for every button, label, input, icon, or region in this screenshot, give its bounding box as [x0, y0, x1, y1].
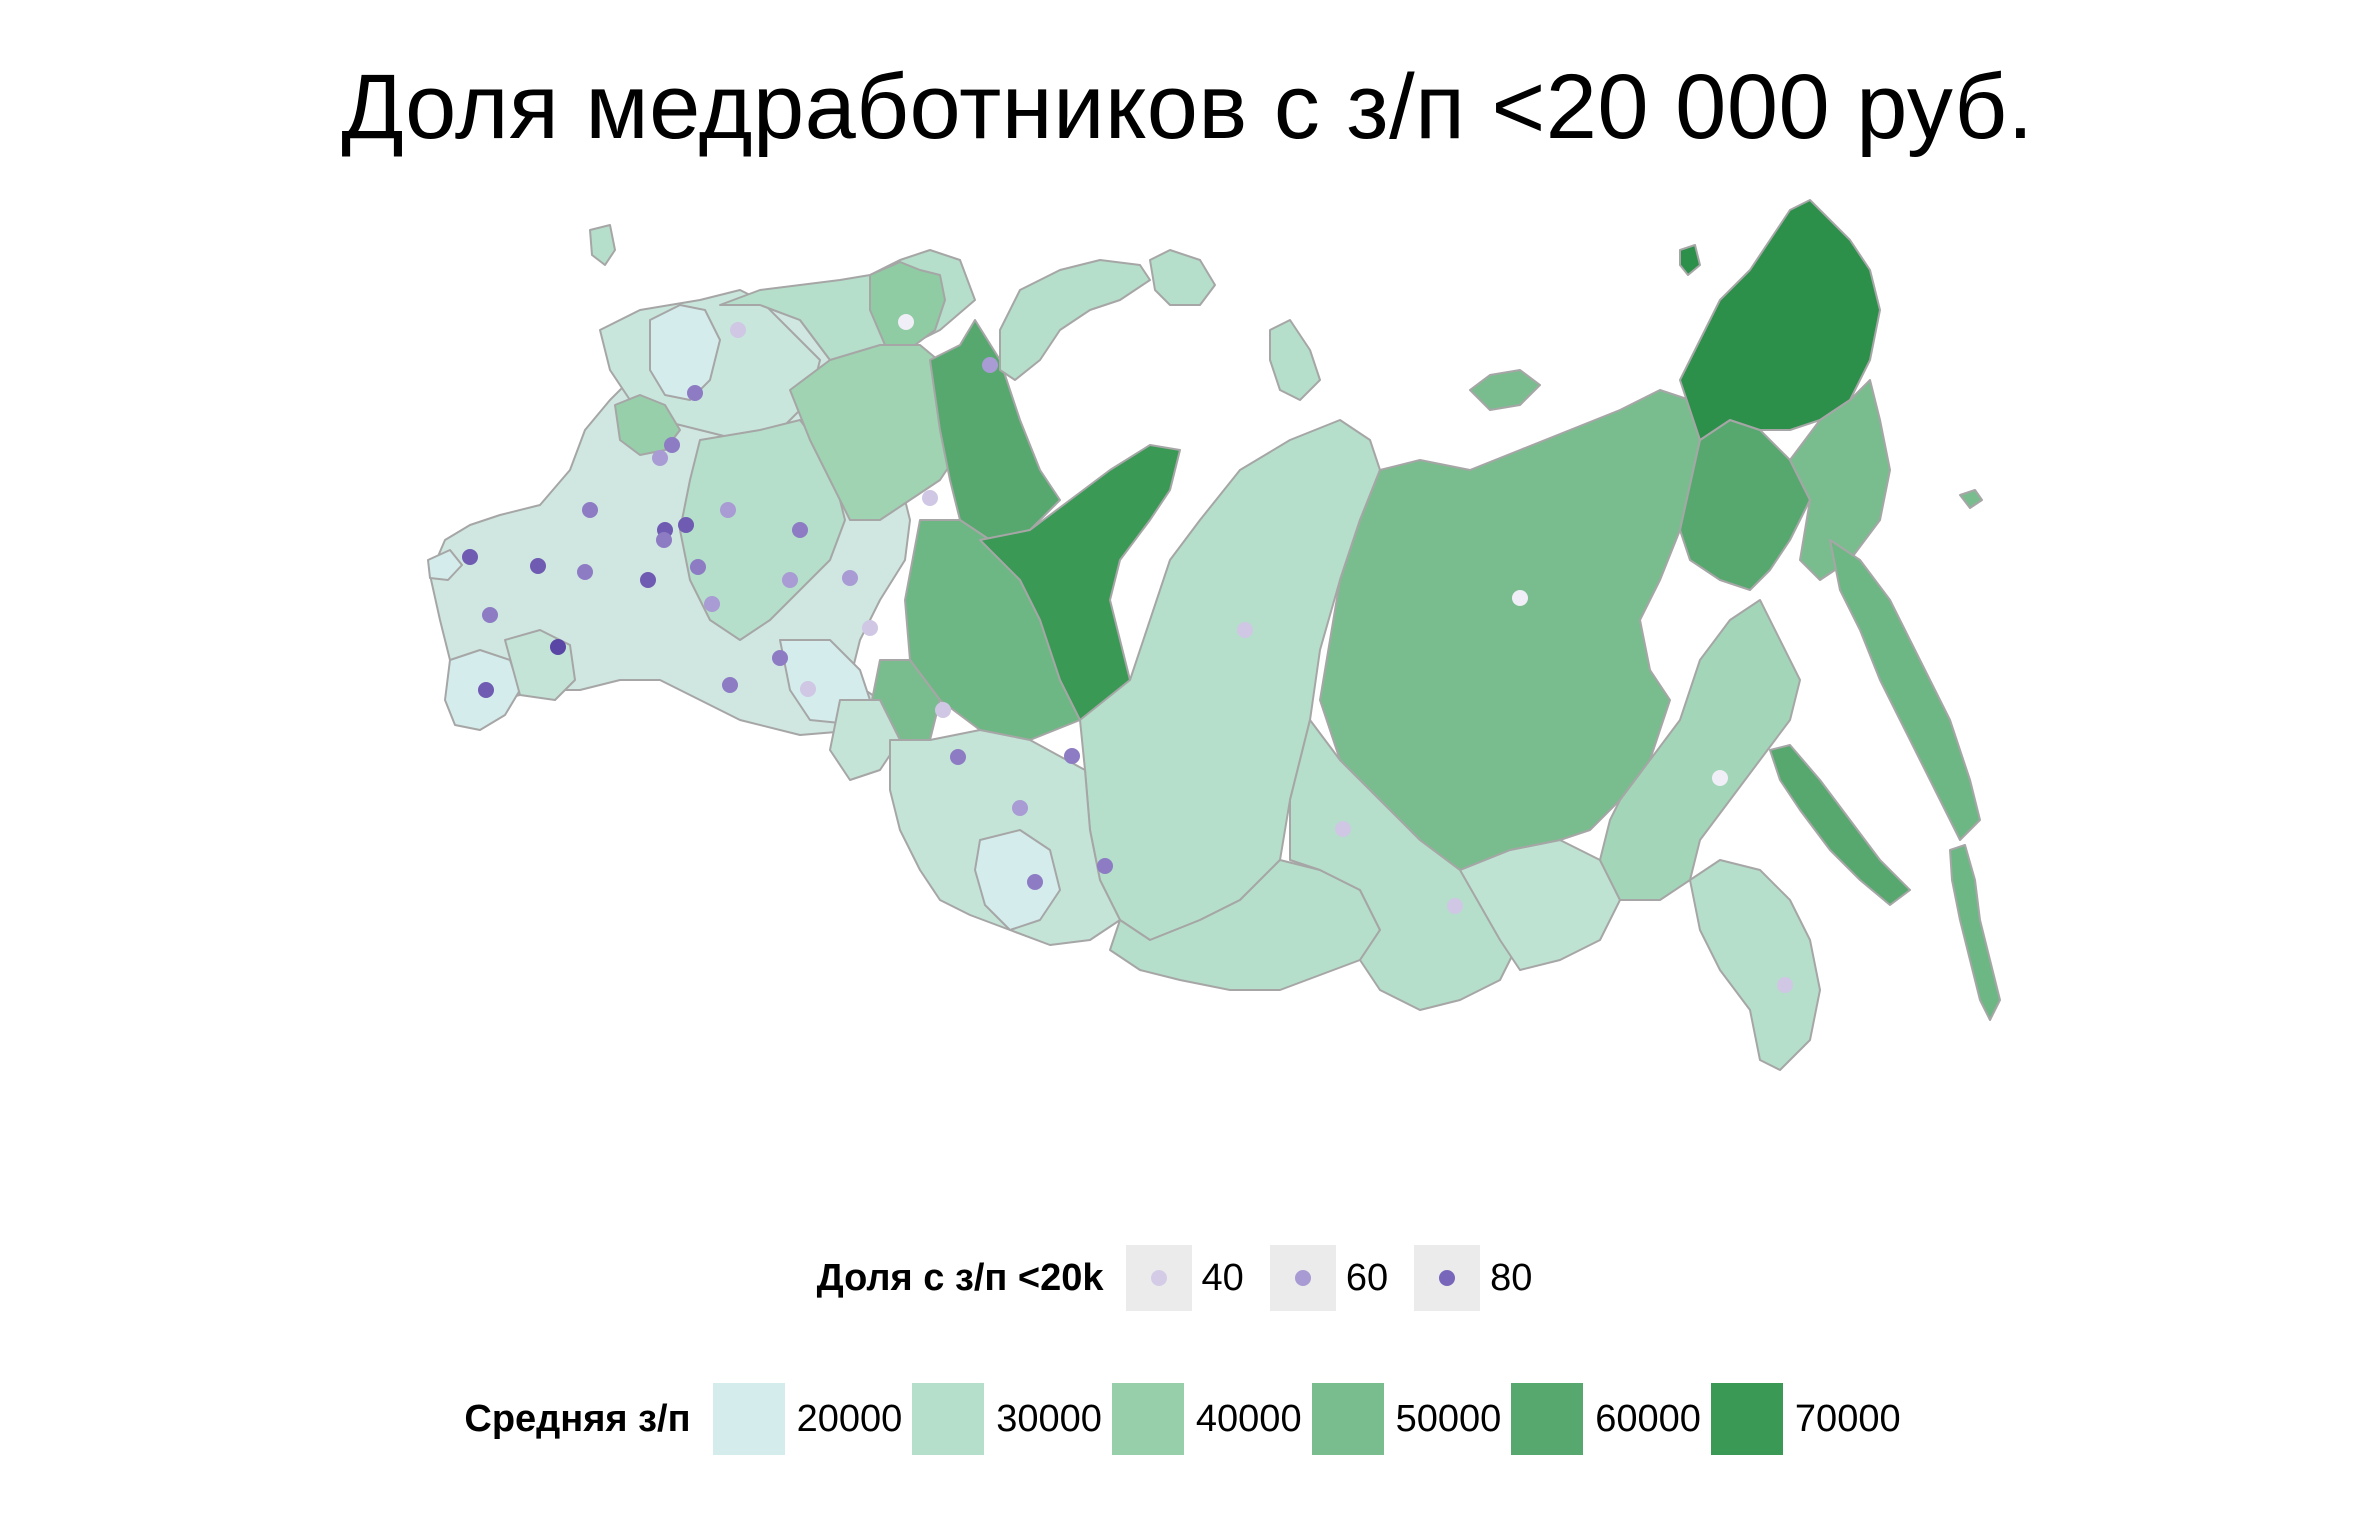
region-kuril-islands — [1949, 844, 2001, 1021]
share-dot-36 — [1097, 858, 1113, 874]
region-wrangel — [1679, 244, 1701, 276]
share-dot-6 — [652, 450, 668, 466]
legend-share-label-60: 60 — [1345, 1256, 1389, 1299]
share-dot-26 — [722, 677, 738, 693]
region-karelia — [649, 304, 721, 401]
share-dot-18 — [640, 572, 656, 588]
share-dot-22 — [482, 607, 498, 623]
legend-salary-swatch-30000 — [912, 1383, 985, 1455]
share-dot-37 — [1335, 821, 1351, 837]
region-new-siberian-islands — [1469, 369, 1541, 411]
share-dot-15 — [656, 532, 672, 548]
legend-share-key-40 — [1125, 1245, 1192, 1311]
share-dot-12 — [462, 549, 478, 565]
share-dot-28 — [478, 682, 494, 698]
legend-salary: Средняя з/п 20000 30000 40000 50000 6000… — [0, 1383, 2375, 1455]
region-amur-khabarovsk — [1599, 599, 1801, 901]
region-kaliningrad — [427, 549, 463, 581]
region-koryak — [1789, 379, 1891, 581]
share-dot-24 — [550, 639, 566, 655]
legend-salary-label-70000: 70000 — [1794, 1397, 1901, 1440]
share-dot-20 — [782, 572, 798, 588]
legend-salary-label-50000: 50000 — [1395, 1397, 1502, 1440]
share-dot-23 — [862, 620, 878, 636]
share-dot-9 — [720, 502, 736, 518]
share-dot-16 — [678, 517, 694, 533]
share-dot-30 — [1512, 590, 1528, 606]
share-dot-25 — [772, 650, 788, 666]
share-dot-39 — [1712, 770, 1728, 786]
legend-salary-label-40000: 40000 — [1195, 1397, 1302, 1440]
region-kamchatka — [1829, 539, 1981, 841]
share-dot-7 — [922, 490, 938, 506]
share-dot-4 — [687, 385, 703, 401]
region-magadan — [1679, 419, 1811, 591]
share-dot-5 — [664, 437, 680, 453]
share-dots-layer — [462, 314, 1793, 993]
legend-share-key-80 — [1414, 1245, 1481, 1311]
share-dot-17 — [690, 559, 706, 575]
legend-salary-swatch-50000 — [1311, 1383, 1384, 1455]
share-dot-40 — [1777, 977, 1793, 993]
region-nenets — [869, 261, 946, 346]
legend-share-label-80: 80 — [1490, 1256, 1533, 1299]
legend-salary-label-20000: 20000 — [796, 1397, 903, 1440]
share-dot-29 — [1237, 622, 1253, 638]
share-dot-2 — [730, 322, 746, 338]
legend-salary-swatch-70000 — [1710, 1383, 1783, 1455]
share-dot-35 — [1027, 874, 1043, 890]
legend-salary-label-60000: 60000 — [1595, 1397, 1701, 1440]
share-dot-38 — [1447, 898, 1463, 914]
legend-share-key-60 — [1269, 1245, 1336, 1311]
share-dot-21 — [842, 570, 858, 586]
region-altai — [974, 829, 1061, 931]
legend-salary-title: Средняя з/п — [464, 1397, 691, 1440]
share-dot-3 — [982, 357, 998, 373]
legend-share-title: Доля с з/п <20k — [816, 1256, 1104, 1299]
share-dot-13 — [530, 558, 546, 574]
legend-share-dot-60 — [1294, 1270, 1311, 1286]
share-dot-19 — [704, 596, 720, 612]
share-dot-31 — [935, 702, 951, 718]
legend-share-dot-40 — [1150, 1270, 1167, 1286]
legend-share-label-40: 40 — [1201, 1256, 1244, 1299]
legend-salary-label-30000: 30000 — [996, 1397, 1102, 1440]
share-dot-14 — [577, 564, 593, 580]
region-novaya-zemlya — [999, 259, 1151, 381]
legend-salary-swatch-20000 — [712, 1383, 785, 1455]
region-franz-josef — [1149, 249, 1216, 306]
share-dot-8 — [792, 522, 808, 538]
region-chukotka — [1679, 199, 1881, 441]
region-yamal — [929, 319, 1061, 541]
share-dot-27 — [800, 681, 816, 697]
share-dot-34 — [1012, 800, 1028, 816]
region-commander — [1959, 489, 1983, 509]
share-dot-1 — [898, 314, 914, 330]
region-krasnoyarsk-north — [979, 444, 1181, 721]
regions-layer — [427, 199, 2001, 1071]
region-yakutia — [1319, 389, 1701, 871]
region-primorye — [1689, 859, 1821, 1071]
map-title: Доля медработников с з/п <20 000 руб. — [341, 56, 2034, 158]
share-dot-33 — [1064, 748, 1080, 764]
region-severnaya-zemlya — [1269, 319, 1321, 401]
region-ural-south — [829, 699, 901, 781]
legend-salary-swatch-40000 — [1111, 1383, 1184, 1455]
legend-share: Доля с з/п <20k 40 60 80 — [0, 1245, 2375, 1311]
share-dot-11 — [582, 502, 598, 518]
region-sakhalin — [1769, 744, 1911, 906]
share-dot-32 — [950, 749, 966, 765]
legend-salary-swatch-60000 — [1511, 1383, 1584, 1455]
legend-share-dot-80 — [1439, 1270, 1456, 1286]
region-kola-coast — [589, 224, 616, 266]
